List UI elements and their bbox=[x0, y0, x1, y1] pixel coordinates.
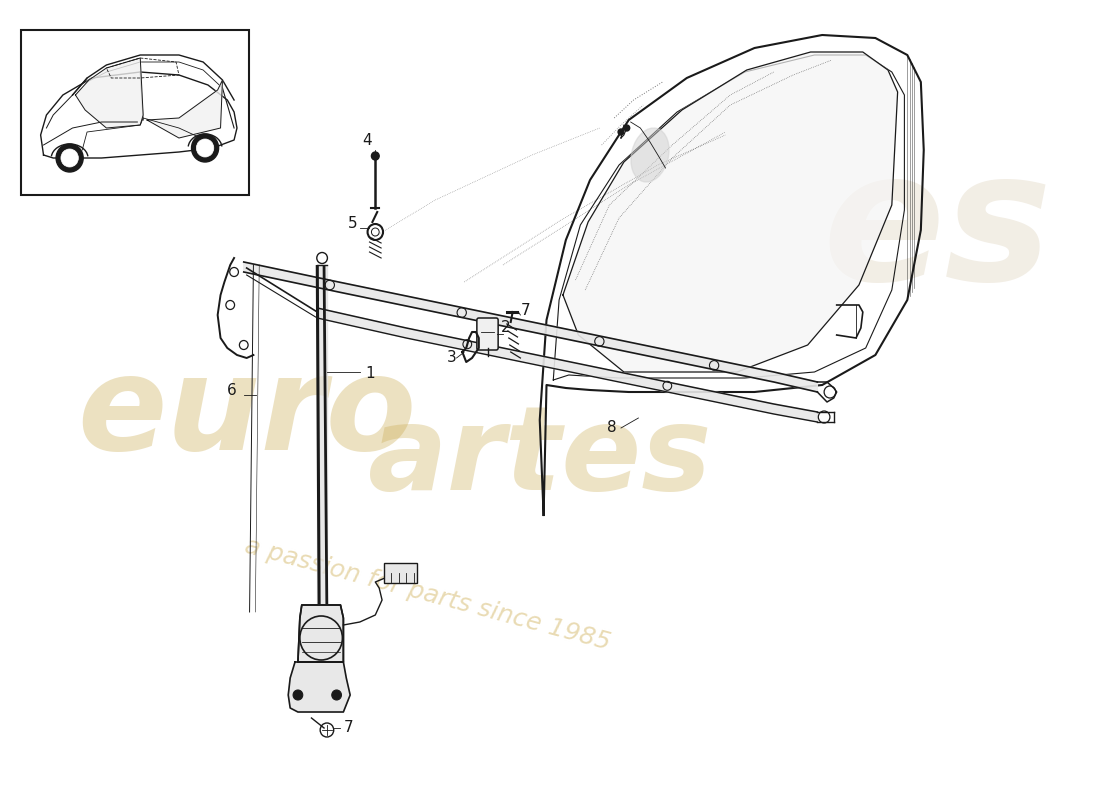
Polygon shape bbox=[288, 662, 350, 712]
Circle shape bbox=[300, 616, 342, 660]
Circle shape bbox=[372, 152, 379, 160]
Circle shape bbox=[624, 125, 629, 131]
Circle shape bbox=[197, 139, 213, 157]
Polygon shape bbox=[76, 58, 143, 128]
Polygon shape bbox=[298, 605, 343, 662]
Circle shape bbox=[191, 134, 219, 162]
Text: a passion for parts since 1985: a passion for parts since 1985 bbox=[242, 534, 613, 655]
FancyBboxPatch shape bbox=[477, 318, 498, 350]
Text: artes: artes bbox=[367, 400, 712, 515]
Circle shape bbox=[56, 144, 84, 172]
Circle shape bbox=[332, 690, 341, 700]
Text: 5: 5 bbox=[349, 216, 358, 231]
Text: 7: 7 bbox=[520, 303, 530, 318]
Circle shape bbox=[60, 149, 78, 167]
Text: 1: 1 bbox=[365, 366, 375, 381]
Text: 6: 6 bbox=[228, 383, 238, 398]
Bar bbox=[21, 30, 249, 195]
Polygon shape bbox=[317, 308, 817, 422]
Text: 8: 8 bbox=[607, 420, 617, 435]
Text: 2: 2 bbox=[500, 320, 510, 335]
Circle shape bbox=[293, 690, 303, 700]
Text: euro: euro bbox=[77, 350, 417, 477]
Text: 3: 3 bbox=[447, 350, 456, 365]
Polygon shape bbox=[563, 52, 898, 372]
Polygon shape bbox=[147, 80, 222, 138]
Text: 4: 4 bbox=[363, 133, 373, 148]
FancyBboxPatch shape bbox=[384, 563, 417, 583]
Text: es: es bbox=[822, 142, 1052, 318]
Text: 7: 7 bbox=[343, 720, 353, 735]
Circle shape bbox=[618, 129, 624, 135]
Polygon shape bbox=[244, 262, 817, 392]
Ellipse shape bbox=[631, 128, 669, 182]
